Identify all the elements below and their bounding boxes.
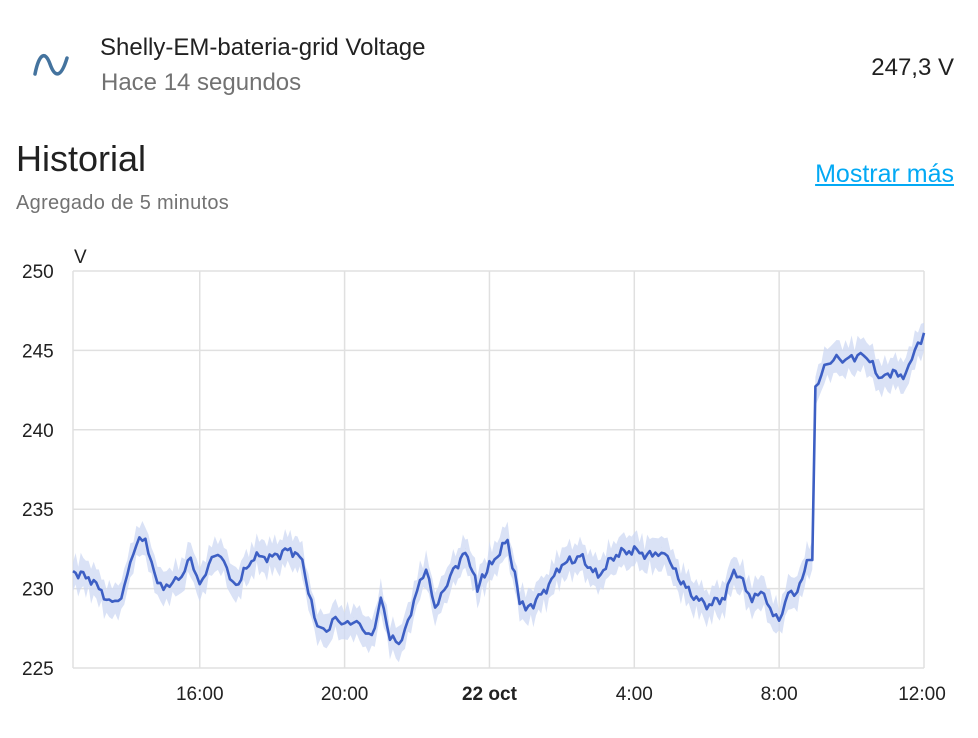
y-tick-label: 230 — [22, 580, 54, 601]
y-tick-label: 225 — [22, 659, 54, 680]
history-subtitle: Agregado de 5 minutos — [16, 192, 230, 214]
x-tick-label: 20:00 — [321, 684, 369, 705]
y-tick-label: 250 — [22, 262, 54, 283]
sine-wave-icon — [33, 53, 69, 76]
entity-state: 247,3 V — [871, 54, 954, 81]
chart-range-band — [73, 322, 924, 663]
x-axis-ticks: 16:00 20:00 22 oct 4:00 8:00 12:00 — [176, 684, 946, 705]
x-tick-label: 8:00 — [761, 684, 798, 705]
y-tick-label: 235 — [22, 500, 54, 521]
x-tick-label: 12:00 — [898, 684, 946, 705]
x-tick-label: 16:00 — [176, 684, 224, 705]
history-chart[interactable]: 225 230 235 240 245 250 16:00 20:00 22 oct 4:00 8… — [0, 235, 978, 715]
y-axis-ticks: 225 230 235 240 245 250 — [22, 262, 54, 680]
entity-row[interactable]: Shelly-EM-bateria-grid Voltage Hace 14 s… — [0, 0, 978, 120]
entity-last-changed: Hace 14 segundos — [101, 69, 302, 96]
y-axis-unit: V — [74, 247, 87, 268]
x-tick-label: 4:00 — [616, 684, 653, 705]
history-title: Historial — [16, 138, 147, 179]
voltage-line — [72, 332, 926, 646]
chart-grid — [72, 270, 925, 669]
chart-series — [72, 332, 926, 646]
min-max-band — [73, 322, 924, 663]
y-tick-label: 245 — [22, 341, 54, 362]
y-tick-label: 240 — [22, 421, 54, 442]
show-more-link[interactable]: Mostrar más — [815, 160, 954, 188]
x-tick-label: 22 oct — [462, 684, 518, 705]
entity-name: Shelly-EM-bateria-grid Voltage — [100, 34, 426, 61]
